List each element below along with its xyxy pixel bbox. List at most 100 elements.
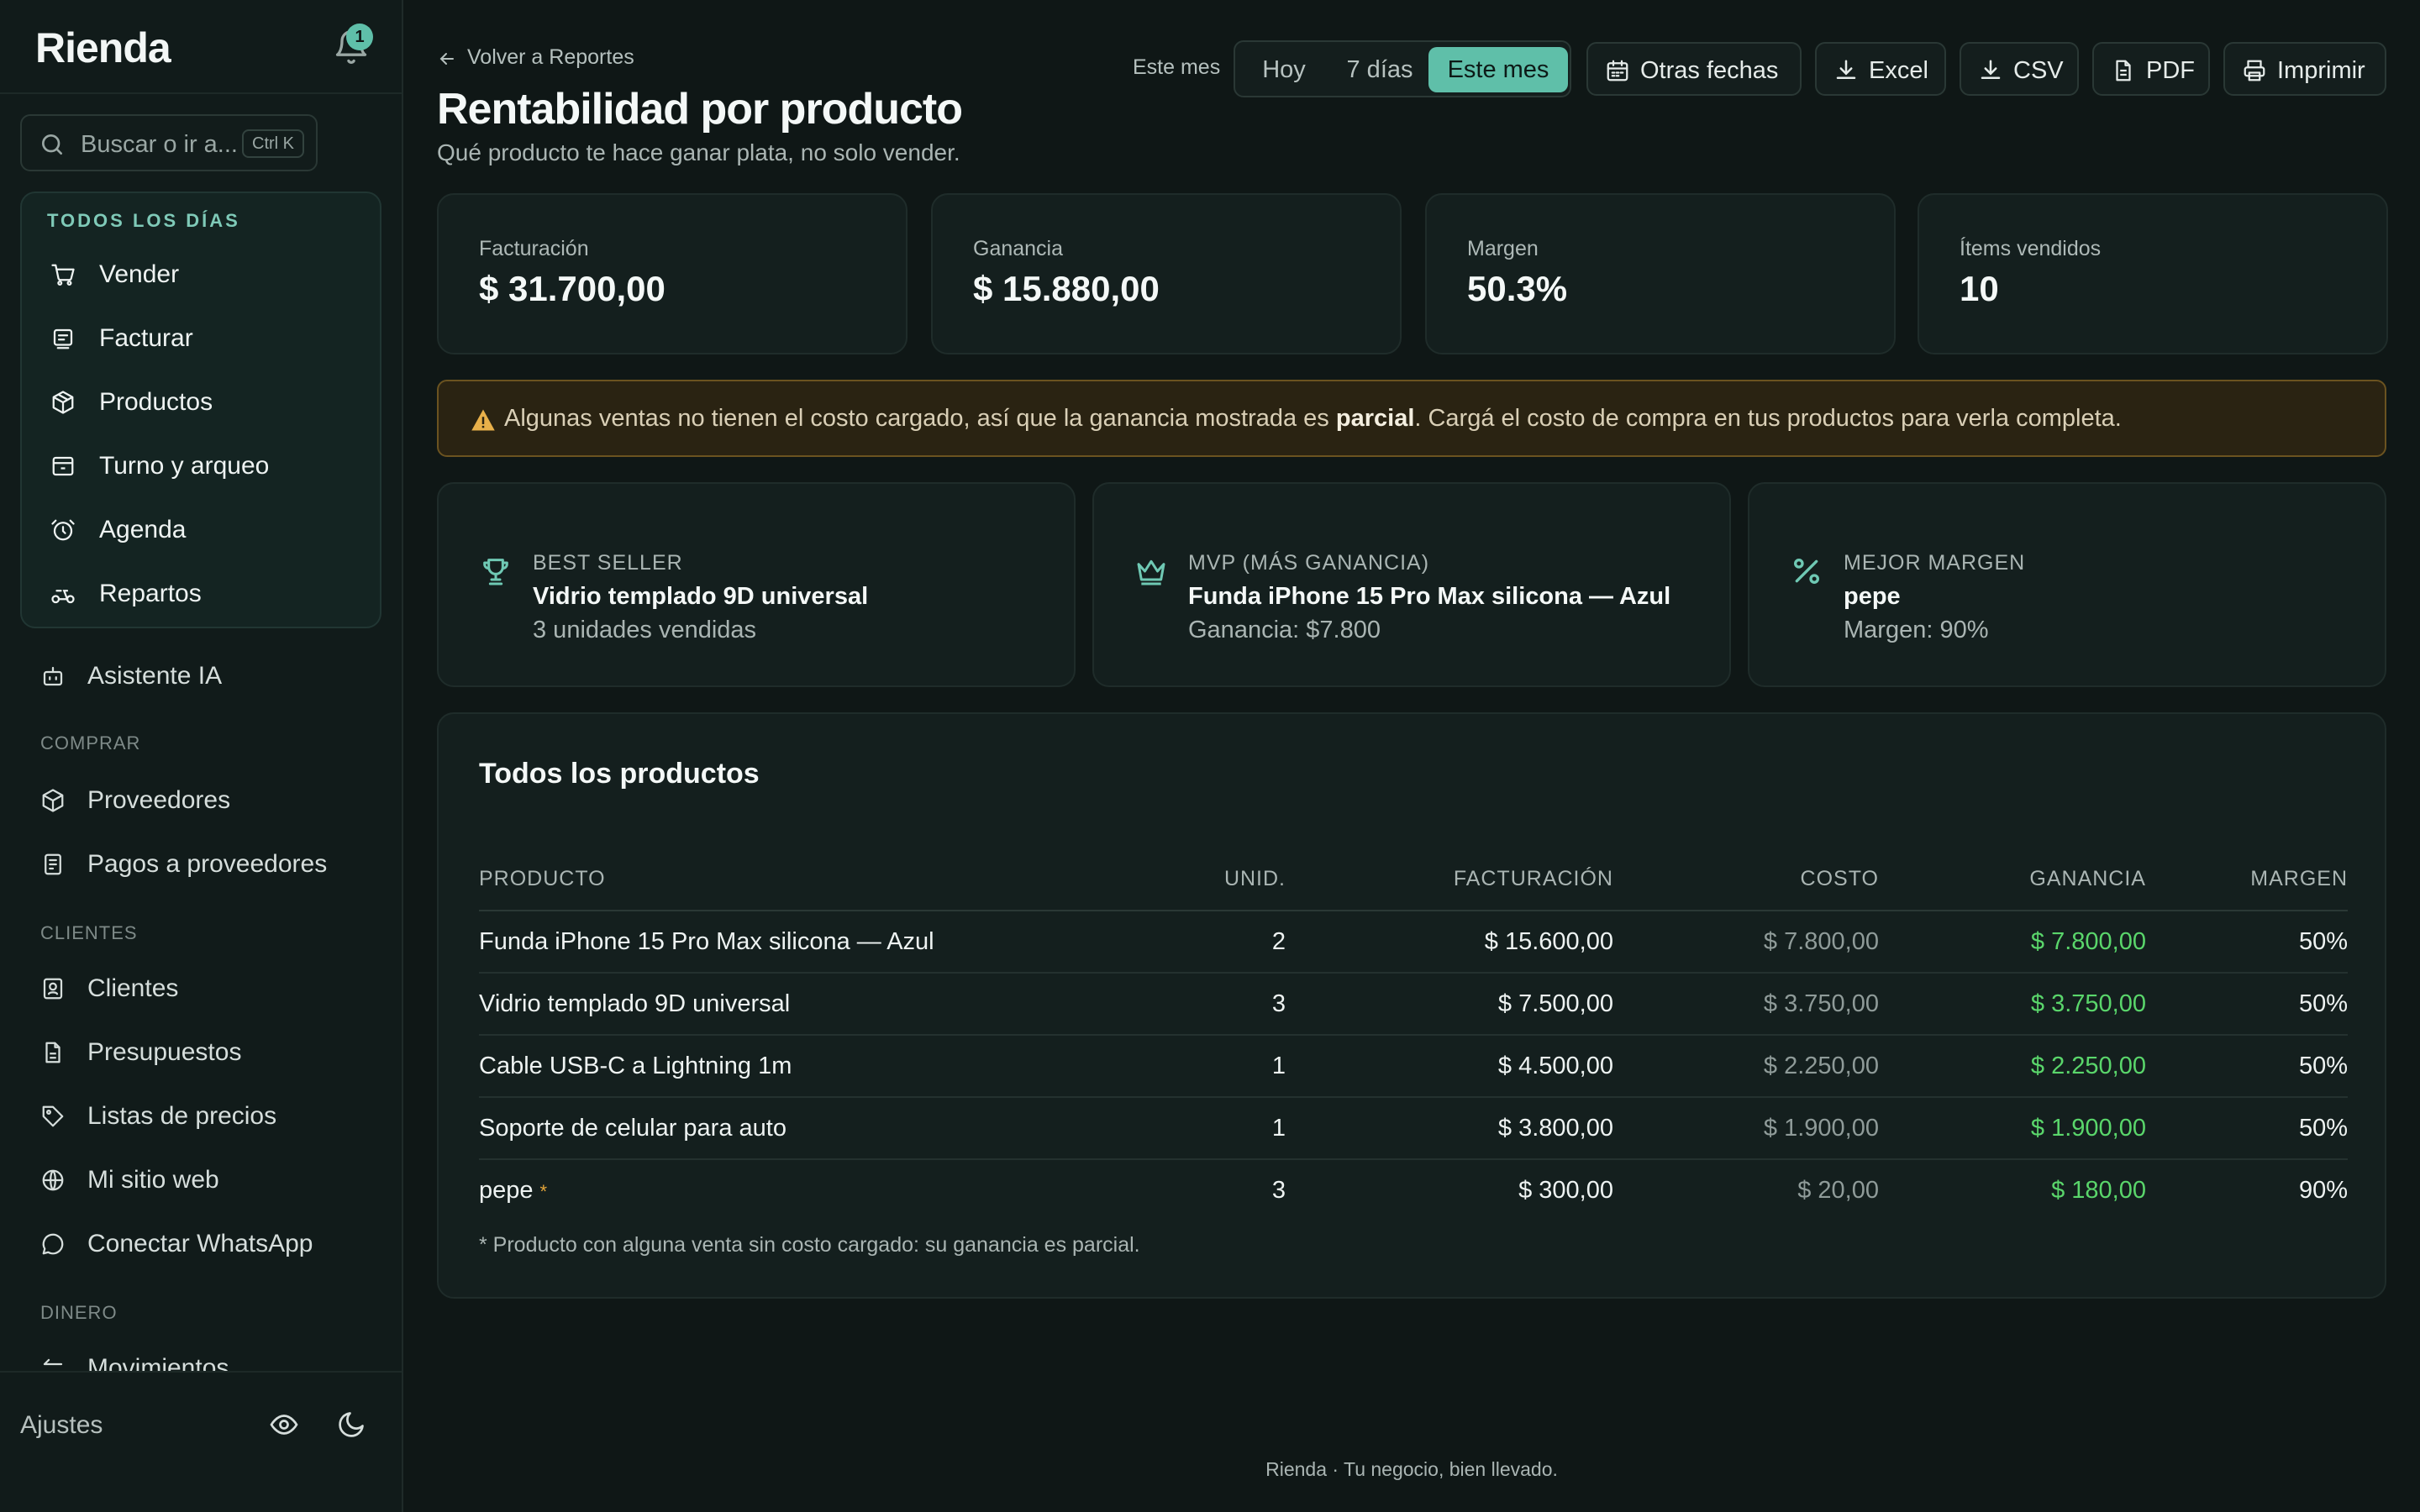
sidebar-item-agenda[interactable]: Agenda [22,502,380,556]
cell-units: 1 [1151,1097,1286,1160]
section-clientes: CLIENTES [40,922,138,943]
cart-icon [51,264,75,286]
highlight-detail: 3 unidades vendidas [533,617,757,643]
warning-text: Algunas ventas no tienen el costo cargad… [504,405,2122,433]
sidebar-item-sitio-web[interactable]: Mi sitio web [20,1152,381,1206]
register-icon [52,456,74,476]
table-row[interactable]: Cable USB-C a Lightning 1m 1 $ 4.500,00 … [479,1035,2348,1098]
cell-profit: $ 3.750,00 [1879,973,2146,1036]
column-header-ganancia[interactable]: GANANCIA [1879,848,2146,911]
kpi-label: Ganancia [973,237,1064,260]
table-row[interactable]: pepe * 3 $ 300,00 $ 20,00 $ 180,00 90% [479,1159,2348,1221]
range-selector: Hoy 7 días Este mes [1234,40,1571,97]
settings-link[interactable]: Ajustes [20,1411,103,1439]
export-excel-button[interactable]: Excel [1815,42,1946,96]
alarm-icon [51,519,75,541]
back-link-label: Volver a Reportes [467,45,634,69]
print-button[interactable]: Imprimir [2223,42,2386,96]
cell-units: 2 [1151,911,1286,974]
cell-product-partial: pepe * [479,1159,1151,1221]
warning-text-end: . Cargá el costo de compra en tus produc… [1414,405,2122,432]
cell-margin: 90% [2298,1177,2348,1204]
range-option-7-dias[interactable]: 7 días [1346,56,1413,83]
search-shortcut: Ctrl K [242,129,304,158]
box-icon [52,391,74,414]
kpi-value: 10 [1960,269,1999,308]
table-row[interactable]: Vidrio templado 9D universal 3 $ 7.500,0… [479,973,2348,1036]
sidebar-item-label: Proveedores [87,786,231,814]
search-input[interactable]: Buscar o ir a... Ctrl K [20,114,318,171]
sidebar-item-presupuestos[interactable]: Presupuestos [20,1025,381,1079]
cell-profit: $ 180,00 [2051,1177,2146,1204]
sidebar-item-repartos[interactable]: Repartos [22,566,380,620]
page-footer: Rienda · Tu negocio, bien llevado. [1265,1458,1558,1480]
export-pdf-button[interactable]: PDF [2092,42,2210,96]
kpi-value: 50.3% [1467,269,1568,308]
sidebar-item-vender[interactable]: Vender [22,247,380,301]
column-header-unidades[interactable]: UNID. [1151,848,1286,911]
column-header-margen[interactable]: MARGEN [2146,848,2348,911]
moon-icon[interactable] [336,1410,366,1440]
column-header-facturacion[interactable]: FACTURACIÓN [1286,848,1613,911]
cell-product: Funda iPhone 15 Pro Max silicona — Azul [479,911,1151,974]
column-header-costo[interactable]: COSTO [1613,848,1879,911]
cell-margin: 50% [2146,1097,2348,1160]
sidebar-item-label: Facturar [99,324,193,352]
crown-icon [1137,559,1165,585]
kpi-card-items-vendidos: Ítems vendidos 10 [1918,193,2388,354]
export-excel-label: Excel [1869,57,1928,84]
cell-cost: $ 20,00 [1797,1177,1879,1204]
kpi-card-facturacion: Facturación $ 31.700,00 [437,193,908,354]
highlight-mvp: MVP (MÁS GANANCIA) Funda iPhone 15 Pro M… [1092,482,1731,687]
kpi-label: Ítems vendidos [1960,237,2102,260]
sidebar-item-label: Movimientos [87,1354,229,1371]
column-header-producto[interactable]: PRODUCTO [479,848,1151,911]
page-subtitle: Qué producto te hace ganar plata, no sol… [437,139,960,165]
cell-margin: 50% [2146,973,2348,1036]
sidebar-item-listas-precios[interactable]: Listas de precios [20,1089,381,1142]
sidebar-item-pagos-proveedores[interactable]: Pagos a proveedores [20,837,381,890]
highlight-detail: Ganancia: $7.800 [1188,617,1381,643]
brand-logo[interactable]: Rienda [35,24,171,71]
sidebar-item-clientes[interactable]: Clientes [20,961,381,1015]
partial-cost-marker: * [539,1181,548,1202]
sidebar-item-turno[interactable]: Turno y arqueo [22,438,380,492]
document-icon [45,1042,60,1063]
sidebar-item-proveedores[interactable]: Proveedores [20,773,381,827]
eye-icon[interactable] [269,1410,299,1440]
sidebar-item-movimientos[interactable]: Movimientos [20,1341,381,1371]
sidebar-item-facturar[interactable]: Facturar [22,311,380,365]
warning-text-start: Algunas ventas no tienen el costo cargad… [504,405,1336,432]
other-dates-button[interactable]: Otras fechas [1586,42,1802,96]
section-dinero: DINERO [40,1302,118,1323]
sidebar-item-label: Productos [99,388,213,416]
sidebar-item-label: Vender [99,260,180,288]
table-row[interactable]: Funda iPhone 15 Pro Max silicona — Azul … [479,911,2348,974]
range-option-hoy[interactable]: Hoy [1262,56,1306,83]
cell-margin: 50% [2146,1035,2348,1098]
percent-icon [1794,559,1819,584]
highlight-product-name: Vidrio templado 9D universal [533,583,869,610]
cell-cost: $ 1.900,00 [1613,1097,1879,1160]
sidebar-item-asistente[interactable]: Asistente IA [20,648,381,702]
daily-section: TODOS LOS DÍAS Vender Facturar Productos… [20,192,381,628]
cell-profit: $ 2.250,00 [1879,1035,2146,1098]
cell-margin: 50% [2146,911,2348,974]
highlight-product-name: Funda iPhone 15 Pro Max silicona — Azul [1188,583,1671,610]
sidebar-item-productos[interactable]: Productos [22,375,380,428]
sidebar-item-whatsapp[interactable]: Conectar WhatsApp [20,1216,381,1270]
products-table-card: Todos los productos PRODUCTO UNID. FACTU… [437,712,2386,1299]
warning-text-bold: parcial [1335,405,1415,432]
table-row[interactable]: Soporte de celular para auto 1 $ 3.800,0… [479,1097,2348,1160]
kpi-value: $ 15.880,00 [973,269,1160,308]
sidebar-item-label: Turno y arqueo [99,452,270,480]
table-title: Todos los productos [479,758,760,790]
highlight-detail: Margen: 90% [1844,617,1989,643]
sidebar-item-label: Agenda [99,516,187,543]
contacts-icon [43,978,63,1000]
arrows-icon [43,1358,63,1366]
invoice-icon [53,328,73,349]
range-option-este-mes[interactable]: Este mes [1428,47,1568,92]
export-csv-button[interactable]: CSV [1960,42,2079,96]
robot-icon [43,666,63,686]
